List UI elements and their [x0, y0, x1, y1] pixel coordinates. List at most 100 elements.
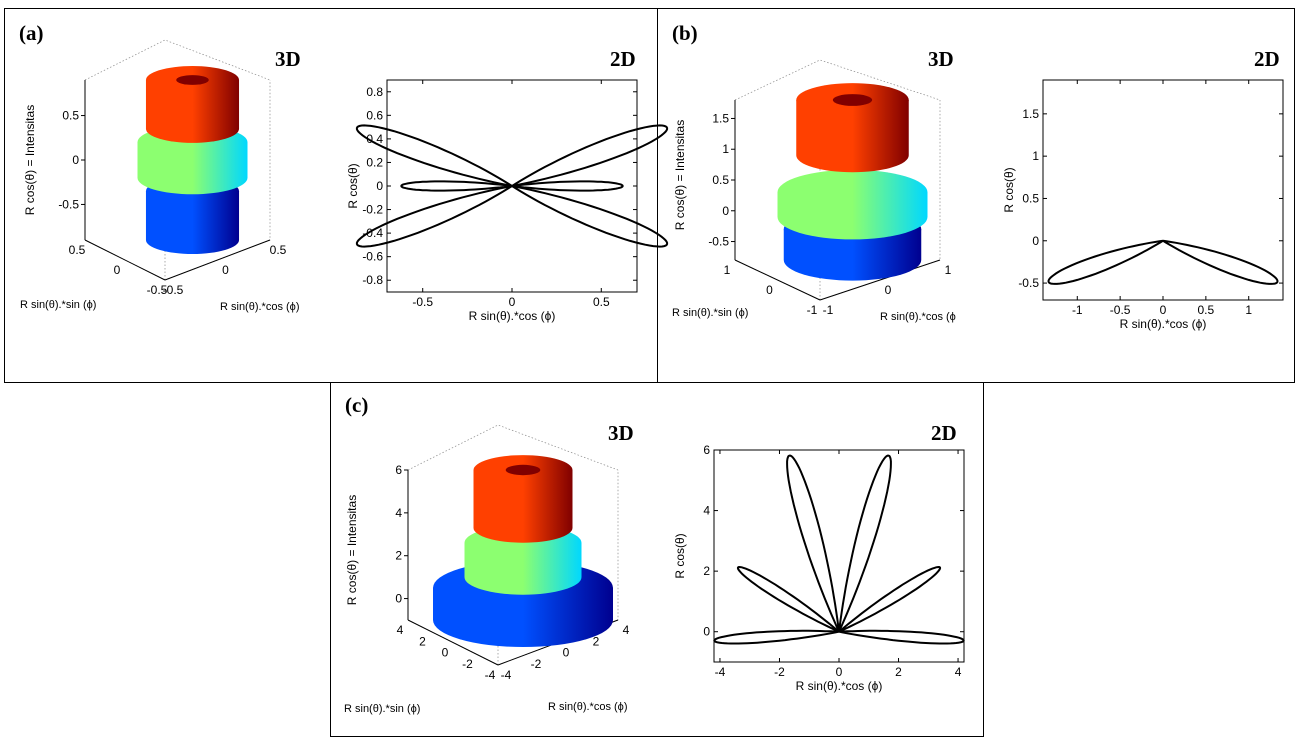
lobe-line — [511, 185, 669, 248]
x-axis — [164, 239, 271, 281]
lobe-line — [713, 629, 840, 645]
y-tick-label: 0.2 — [366, 155, 383, 169]
y-tick-label: -0.6 — [362, 250, 383, 264]
y-tick-label: 1 — [724, 263, 731, 277]
x-axis-label: R sin(θ).*cos (ϕ — [880, 311, 956, 323]
lobe-line — [511, 124, 669, 187]
z-axis-label: R cos(θ) = Intensitas — [345, 495, 359, 605]
tag-2d: 2D — [931, 421, 957, 445]
surface-lobe-top — [777, 169, 928, 215]
y-tick-label: -0.5 — [1018, 276, 1039, 290]
y-axis — [84, 239, 166, 281]
y-tick-label: 0.5 — [69, 243, 86, 257]
y-axis-label: R cos(θ) — [1002, 167, 1016, 212]
panel-label: (a) — [19, 21, 44, 45]
x-tick-label: 4 — [955, 665, 962, 679]
tag-3d: 3D — [928, 47, 954, 71]
z-tick-label: -0.5 — [708, 235, 729, 249]
z-tick-label: 1.5 — [712, 111, 729, 125]
x-tick-label: 0 — [885, 283, 892, 297]
lobe-line — [1162, 239, 1279, 285]
x-axis-label: R sin(θ).*cos (ϕ) — [548, 701, 628, 713]
z-axis-label: R cos(θ) = Intensitas — [23, 105, 37, 215]
x-tick-label: 0 — [509, 295, 516, 309]
surface-lobe-hole — [176, 75, 209, 85]
y-tick-label: 0 — [442, 646, 449, 660]
x-tick-label: 0.5 — [270, 243, 287, 257]
z-tick-label: 2 — [395, 549, 402, 563]
y-axis-label: R sin(θ).*sin (ϕ) — [344, 703, 420, 715]
z-tick-label: 6 — [395, 463, 402, 477]
lobe-line — [400, 180, 513, 192]
y-tick-label: 0 — [114, 263, 121, 277]
grid-line — [407, 424, 619, 471]
x-tick-label: 0 — [836, 665, 843, 679]
y-tick-label: 0.8 — [366, 85, 383, 99]
x-axis-label: R sin(θ).*cos (ϕ) — [796, 679, 883, 693]
y-tick-label: 4 — [703, 504, 710, 518]
lobe-line — [355, 124, 513, 187]
x-tick-label: -0.5 — [1110, 303, 1131, 317]
x-tick-label: 0 — [563, 646, 570, 660]
surface-plot-c: 6 4 2 0 4 2 0 -2 -4 -4 -2 0 2 4 R sin(θ).*cos (ϕ) R sin… — [344, 424, 630, 715]
z-tick-label: 1 — [722, 142, 729, 156]
z-tick-label: -0.5 — [58, 197, 79, 211]
x-axis-label: R sin(θ).*cos (ϕ) — [469, 309, 556, 323]
lobe-line — [511, 180, 624, 192]
tag-2d: 2D — [1254, 47, 1280, 71]
panel-label: (c) — [345, 393, 369, 417]
y-axis — [407, 619, 499, 666]
y-tick-label: -0.5 — [147, 283, 168, 297]
panel-label: (b) — [672, 21, 698, 45]
y-tick-label: -0.2 — [362, 203, 383, 217]
x-tick-label: -4 — [501, 668, 512, 682]
lobe-line — [355, 185, 513, 248]
y-tick-label: -0.8 — [362, 273, 383, 287]
y-axis-label: R cos(θ) — [346, 163, 360, 208]
y-axis-label: R sin(θ).*sin (ϕ) — [20, 299, 96, 311]
x-tick-label: -2 — [531, 657, 542, 671]
x-tick-label: 0.5 — [593, 295, 610, 309]
z-tick-label: 0 — [395, 592, 402, 606]
x-tick-label: 4 — [623, 623, 630, 637]
y-tick-label: 2 — [703, 564, 710, 578]
x-tick-label: 1 — [1245, 303, 1252, 317]
polar-plot-a: -0.5 0 0.5 0.8 0.6 0.4 0.2 0 -0.2 -0.4 -0.6 -0.8 R s… — [346, 79, 669, 323]
lobe-line — [1047, 239, 1164, 285]
z-tick-label: 4 — [395, 506, 402, 520]
z-tick-label: 0 — [722, 204, 729, 218]
z-axis-label: R cos(θ) = Intensitas — [673, 120, 687, 230]
surface-plot-a: 0.50-0.50.50-0.5-0.500.5R sin(θ).*cos (ϕ… — [20, 39, 300, 313]
x-tick-label: 0 — [1160, 303, 1167, 317]
y-tick-label: 1 — [1032, 149, 1039, 163]
polar-plot-b: -1 -0.5 0 0.5 11.510.50-0.5R sin(θ).*cos (ϕ)… — [995, 70, 1284, 331]
y-tick-label: 1.5 — [1022, 107, 1039, 121]
y-tick-label: 0 — [766, 283, 773, 297]
z-tick-label: 0 — [72, 153, 79, 167]
x-axis-label: R sin(θ).*cos (ϕ) — [1120, 317, 1207, 331]
y-axis — [734, 259, 821, 301]
tag-3d: 3D — [608, 421, 634, 445]
y-tick-label: 0.6 — [366, 108, 383, 122]
y-tick-label: -0.4 — [362, 226, 383, 240]
x-axis-label: R sin(θ).*cos (ϕ) — [220, 301, 300, 313]
y-tick-label: 0.4 — [366, 132, 383, 146]
x-tick-label: -0.5 — [163, 283, 184, 297]
tag-2d: 2D — [610, 47, 636, 71]
y-axis-label: R cos(θ) — [673, 533, 687, 578]
y-tick-label: 6 — [703, 443, 710, 457]
lobe-line — [838, 565, 942, 633]
y-tick-label: 0 — [376, 179, 383, 193]
x-tick-label: 1 — [945, 263, 952, 277]
x-tick-label: -4 — [715, 665, 726, 679]
x-tick-label: -0.5 — [412, 295, 433, 309]
y-tick-label: 4 — [397, 623, 404, 637]
y-tick-label: 0 — [703, 625, 710, 639]
lobe-line — [736, 565, 840, 633]
x-axis — [819, 259, 941, 301]
x-tick-label: -2 — [774, 665, 785, 679]
y-tick-label: -2 — [462, 657, 473, 671]
y-tick-label: -4 — [485, 668, 496, 682]
y-axis-label: R sin(θ).*sin (ϕ) — [672, 307, 748, 319]
surface-plot-b: 1.5 1 0.5 0 -0.5 1 0 -1 -1 0 1 R sin(θ).*cos (ϕ R si… — [672, 59, 956, 323]
